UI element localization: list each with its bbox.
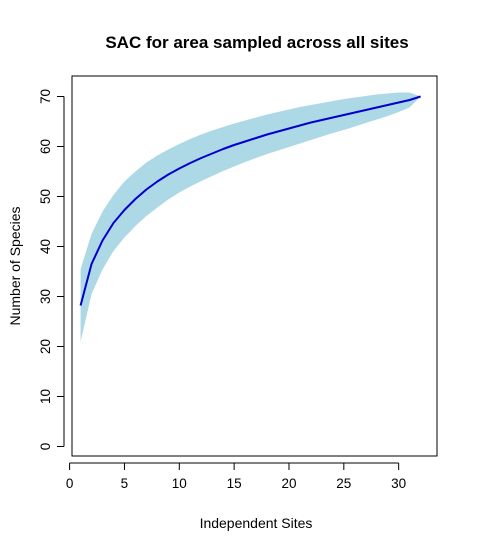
x-tick-label: 0 xyxy=(66,476,74,491)
chart-title: SAC for area sampled across all sites xyxy=(105,33,408,52)
x-axis: 0 5 10 15 20 25 30 xyxy=(66,462,406,491)
y-tick-label: 40 xyxy=(38,239,53,254)
y-tick-label: 0 xyxy=(38,443,53,451)
y-tick-label: 60 xyxy=(38,139,53,154)
y-axis-label: Number of Species xyxy=(7,206,23,325)
confidence-band xyxy=(80,92,421,342)
plot-area xyxy=(79,92,421,342)
x-tick-label: 20 xyxy=(281,476,296,491)
plot-frame xyxy=(71,75,438,457)
y-tick-label: 70 xyxy=(38,89,53,104)
mean-line xyxy=(79,95,421,306)
y-axis: 0 10 20 30 40 50 60 70 xyxy=(38,89,65,451)
x-tick-label: 15 xyxy=(227,476,242,491)
x-axis-label: Independent Sites xyxy=(200,515,313,531)
x-tick-label: 30 xyxy=(391,476,406,491)
x-tick-label: 25 xyxy=(336,476,351,491)
x-tick-label: 5 xyxy=(121,476,129,491)
x-tick-label: 10 xyxy=(172,476,187,491)
y-tick-label: 20 xyxy=(38,339,53,354)
y-tick-label: 50 xyxy=(38,189,53,204)
y-tick-label: 10 xyxy=(38,389,53,404)
y-tick-label: 30 xyxy=(38,289,53,304)
